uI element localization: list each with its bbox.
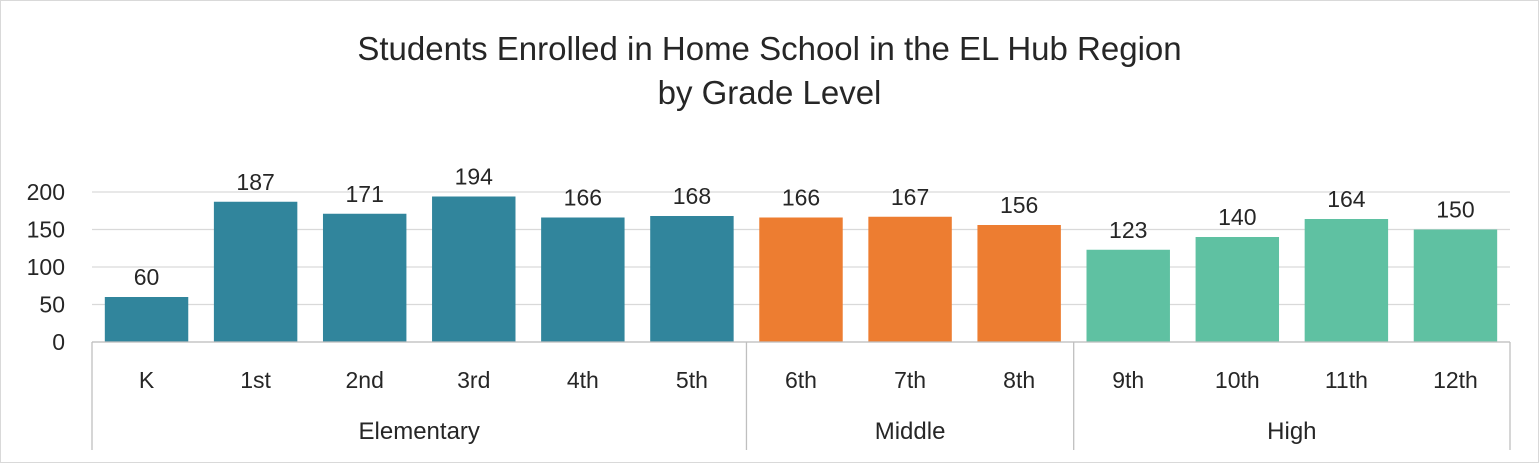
data-label: 164 bbox=[1327, 186, 1366, 212]
category-label: 2nd bbox=[346, 367, 384, 393]
chart-title: Students Enrolled in Home School in the … bbox=[1, 27, 1538, 115]
data-label: 60 bbox=[134, 264, 160, 290]
data-label: 150 bbox=[1436, 197, 1474, 223]
data-label: 123 bbox=[1109, 217, 1147, 243]
group-label: Elementary bbox=[359, 418, 480, 445]
bar bbox=[104, 297, 189, 342]
y-tick-label: 200 bbox=[27, 179, 65, 205]
y-tick-label: 100 bbox=[27, 254, 65, 280]
data-label: 187 bbox=[236, 169, 274, 195]
bar bbox=[1413, 229, 1498, 342]
bar bbox=[322, 213, 407, 342]
data-label: 194 bbox=[455, 164, 494, 190]
data-label: 167 bbox=[891, 184, 929, 210]
bar bbox=[541, 217, 625, 342]
data-label: 140 bbox=[1218, 204, 1256, 230]
category-label: 8th bbox=[1003, 367, 1035, 393]
y-tick-label: 50 bbox=[39, 292, 65, 318]
chart-subtitle: by Grade Level bbox=[657, 74, 882, 111]
bar bbox=[868, 216, 952, 342]
category-label: 4th bbox=[567, 367, 599, 393]
category-label: 12th bbox=[1433, 367, 1478, 393]
group-label: Middle bbox=[875, 418, 946, 445]
bar bbox=[432, 196, 516, 342]
category-label: 11th bbox=[1325, 367, 1368, 393]
category-label: 9th bbox=[1112, 367, 1144, 393]
category-label: 6th bbox=[785, 367, 817, 393]
data-label: 168 bbox=[673, 183, 711, 209]
bar bbox=[213, 201, 298, 342]
category-label: K bbox=[139, 367, 155, 393]
bar bbox=[977, 225, 1061, 342]
chart-title-line1: Students Enrolled in Home School in the … bbox=[357, 30, 1182, 67]
bar bbox=[1086, 249, 1170, 342]
data-label: 171 bbox=[346, 181, 384, 207]
data-label: 166 bbox=[782, 185, 820, 211]
bar bbox=[759, 217, 843, 342]
category-label: 5th bbox=[676, 367, 708, 393]
category-label: 7th bbox=[894, 367, 926, 393]
data-label: 166 bbox=[564, 185, 602, 211]
data-label: 156 bbox=[1000, 192, 1038, 218]
bar bbox=[650, 216, 734, 342]
bar bbox=[1195, 237, 1280, 342]
y-tick-label: 0 bbox=[52, 329, 65, 355]
group-label: High bbox=[1267, 418, 1316, 445]
category-label: 3rd bbox=[457, 367, 490, 393]
category-label: 10th bbox=[1215, 367, 1260, 393]
category-label: 1st bbox=[240, 367, 271, 393]
bar bbox=[1304, 219, 1389, 342]
y-tick-label: 150 bbox=[27, 217, 65, 243]
